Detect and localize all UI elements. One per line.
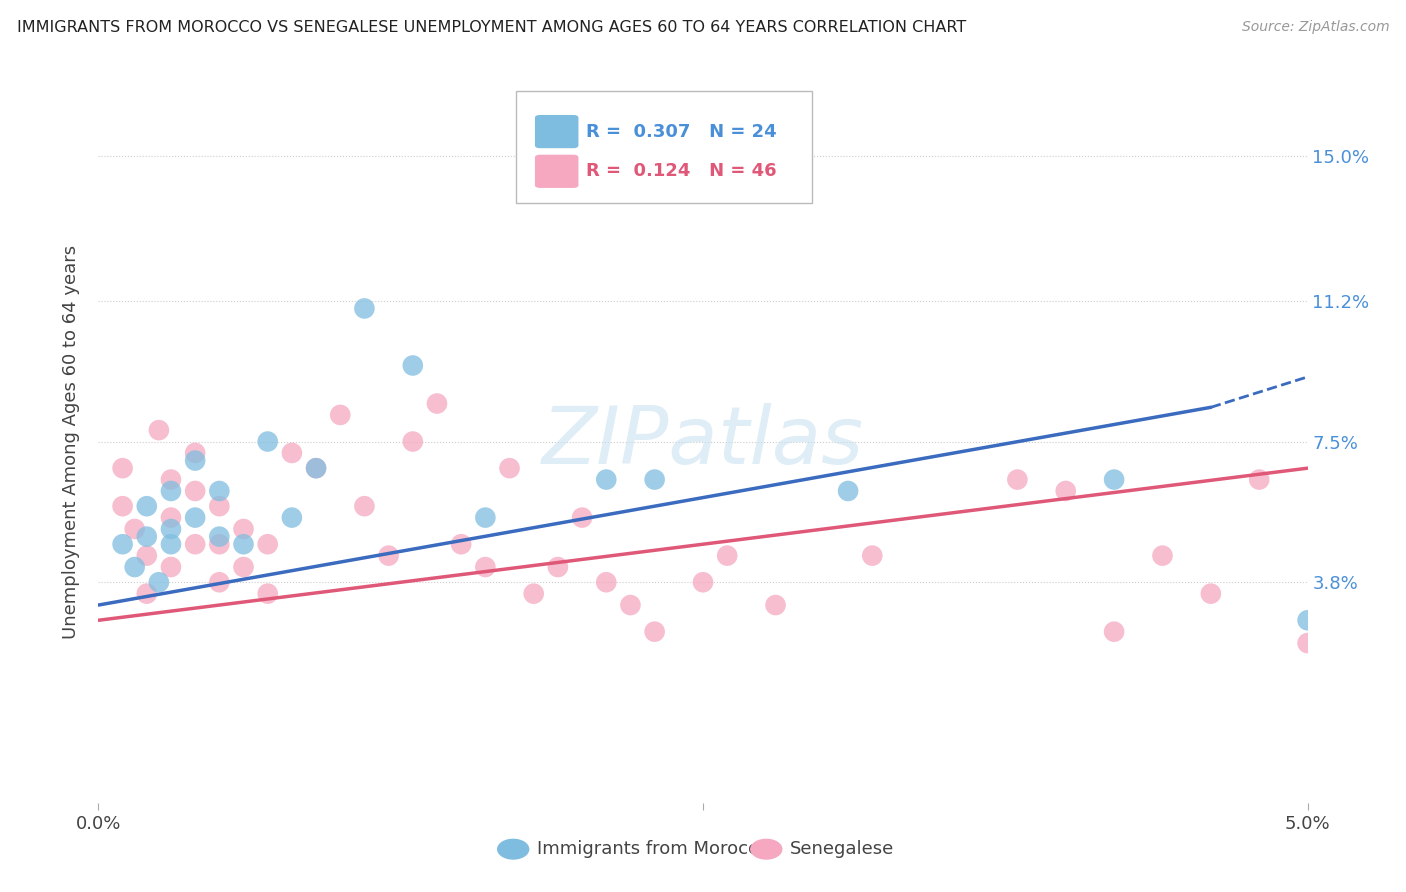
Point [377, 549, 399, 563]
Point [124, 560, 146, 574]
Point [160, 510, 183, 524]
Point [256, 434, 278, 449]
Point [1249, 473, 1271, 487]
Point [1296, 636, 1319, 650]
Point [160, 473, 183, 487]
Point [148, 575, 170, 590]
Point [402, 359, 425, 373]
FancyBboxPatch shape [516, 91, 811, 203]
Point [111, 461, 134, 475]
Point [256, 537, 278, 551]
Point [281, 510, 304, 524]
Point [523, 587, 546, 601]
Point [232, 522, 254, 536]
Point [837, 483, 859, 498]
Point [498, 461, 520, 475]
Y-axis label: Unemployment Among Ages 60 to 64 years: Unemployment Among Ages 60 to 64 years [62, 244, 80, 639]
Point [1199, 587, 1222, 601]
Point [184, 510, 207, 524]
Point [208, 537, 231, 551]
Point [232, 537, 254, 551]
Point [232, 560, 254, 574]
Text: Immigrants from Morocco: Immigrants from Morocco [537, 840, 769, 858]
Point [184, 483, 207, 498]
Point [619, 598, 641, 612]
Point [160, 522, 183, 536]
Point [353, 499, 375, 513]
Text: R =  0.124   N = 46: R = 0.124 N = 46 [586, 162, 776, 180]
Point [111, 499, 134, 513]
Point [547, 560, 569, 574]
Point [208, 575, 231, 590]
Point [305, 461, 328, 475]
Point [281, 446, 304, 460]
Point [329, 408, 352, 422]
Text: R =  0.307   N = 24: R = 0.307 N = 24 [586, 122, 776, 141]
Point [135, 587, 157, 601]
Point [124, 522, 146, 536]
Point [692, 575, 714, 590]
Point [1102, 624, 1125, 639]
Point [595, 473, 617, 487]
Point [160, 537, 183, 551]
Point [716, 549, 738, 563]
Point [184, 537, 207, 551]
Point [1102, 473, 1125, 487]
Point [256, 587, 278, 601]
Text: Senegalese: Senegalese [790, 840, 894, 858]
Point [571, 510, 593, 524]
Point [135, 499, 157, 513]
Point [184, 446, 207, 460]
Point [135, 530, 157, 544]
Point [1152, 549, 1174, 563]
Point [644, 473, 666, 487]
Point [1054, 483, 1077, 498]
FancyBboxPatch shape [534, 154, 578, 188]
Point [1007, 473, 1029, 487]
Point [450, 537, 472, 551]
FancyBboxPatch shape [534, 115, 578, 148]
Point [765, 598, 787, 612]
Text: ZIPatlas: ZIPatlas [541, 402, 865, 481]
Point [111, 537, 134, 551]
Point [860, 549, 883, 563]
Point [353, 301, 375, 316]
Text: Source: ZipAtlas.com: Source: ZipAtlas.com [1241, 20, 1389, 34]
Point [305, 461, 328, 475]
Point [1296, 613, 1319, 627]
Point [160, 483, 183, 498]
Point [208, 499, 231, 513]
Point [644, 624, 666, 639]
Point [160, 560, 183, 574]
Point [595, 575, 617, 590]
Point [474, 560, 496, 574]
Point [135, 549, 157, 563]
Point [208, 530, 231, 544]
Point [474, 510, 496, 524]
Point [148, 423, 170, 437]
Point [184, 453, 207, 467]
Point [402, 434, 425, 449]
Point [426, 396, 449, 410]
Text: IMMIGRANTS FROM MOROCCO VS SENEGALESE UNEMPLOYMENT AMONG AGES 60 TO 64 YEARS COR: IMMIGRANTS FROM MOROCCO VS SENEGALESE UN… [17, 20, 966, 35]
Point [208, 483, 231, 498]
